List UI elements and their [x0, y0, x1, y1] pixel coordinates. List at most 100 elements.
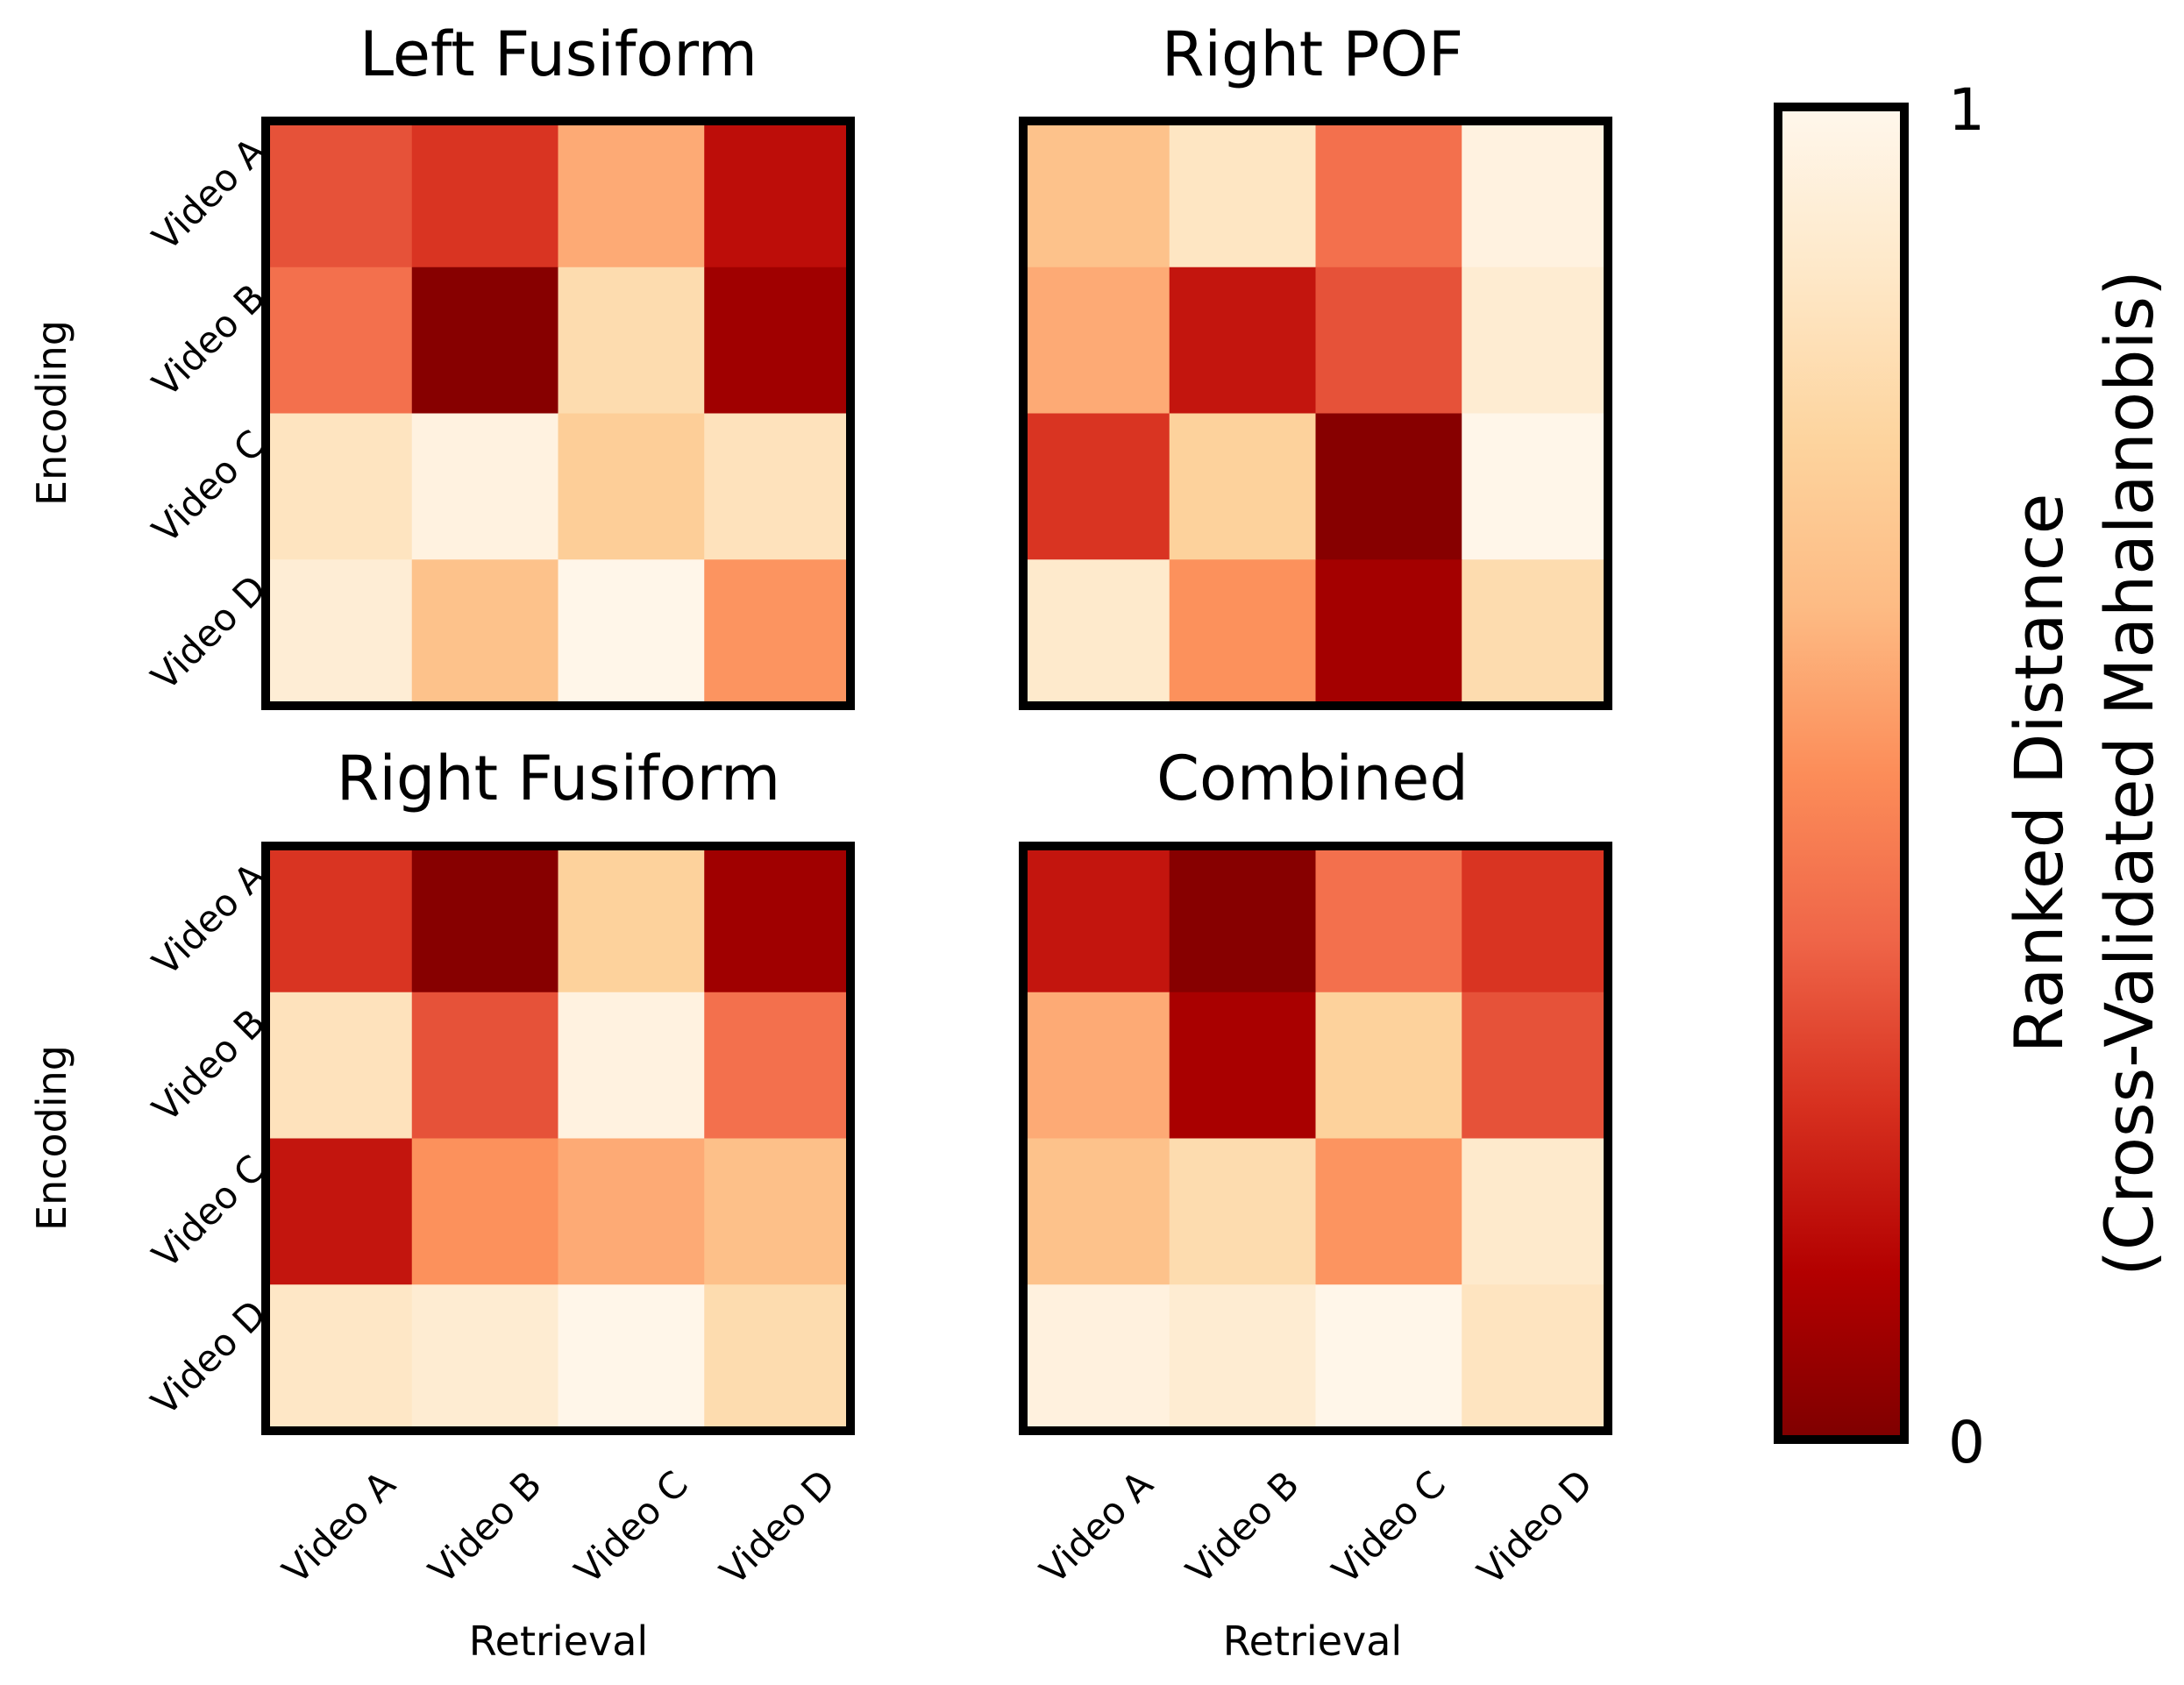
heatmap-cell [411, 267, 559, 415]
colorbar-label-line2: (Cross-Validated Mahalanobis) [2090, 270, 2168, 1276]
heatmap-cell [558, 267, 705, 415]
heatmap-cell [704, 1138, 851, 1285]
heatmap-cell [411, 413, 559, 560]
row-tick-label: Video D [143, 567, 274, 699]
x-axis-label: Retrieval [469, 1617, 648, 1665]
row-tick-label: Video B [144, 275, 274, 405]
colorbar-label-line1: Ranked Distance [2000, 494, 2078, 1054]
panel-frame [1019, 842, 1612, 1435]
heatmap-cells [266, 121, 851, 707]
heatmap-cell [1462, 559, 1609, 707]
heatmap-cell [411, 992, 559, 1140]
x-axis-label: Retrieval [1223, 1617, 1402, 1665]
heatmap-cell [1462, 267, 1609, 415]
heatmap-cell [558, 121, 705, 268]
row-tick-labels: Video A Video B Video C Video D [143, 130, 274, 699]
heatmap-cell [1462, 846, 1609, 993]
column-tick-label: Video A [1032, 1462, 1162, 1592]
heatmap-cell [1315, 413, 1462, 560]
heatmap-cells [1023, 121, 1609, 707]
heatmap-cell [558, 846, 705, 993]
heatmap-cell [704, 559, 851, 707]
heatmap-cell [266, 413, 413, 560]
row-tick-label: Video B [144, 1000, 274, 1130]
row-tick-label: Video C [144, 1147, 274, 1276]
heatmap-cell [704, 1284, 851, 1432]
heatmap-cell [1169, 846, 1317, 993]
heatmap-cell [411, 1284, 559, 1432]
row-tick-label: Video A [144, 130, 274, 260]
heatmap-cell [1023, 559, 1170, 707]
heatmap-cell [1023, 121, 1170, 268]
heatmap-cell [266, 992, 413, 1140]
column-tick-label: Video A [274, 1462, 404, 1592]
heatmap-panel-right-pof: Right POF [1019, 18, 1612, 710]
panel-title: Right Fusiform [337, 743, 781, 814]
heatmap-cell [1169, 559, 1317, 707]
row-tick-labels: Video A Video B Video C Video D [143, 855, 274, 1424]
panel-frame [1019, 117, 1612, 710]
heatmap-cell [411, 1138, 559, 1285]
heatmap-cell [1023, 992, 1170, 1140]
heatmap-cell [411, 559, 559, 707]
heatmap-cell [1023, 413, 1170, 560]
heatmap-cell [704, 267, 851, 415]
heatmap-cell [1462, 992, 1609, 1140]
heatmap-cell [266, 1284, 413, 1432]
heatmap-cell [1462, 121, 1609, 268]
heatmap-cell [1315, 267, 1462, 415]
heatmap-cell [1023, 1284, 1170, 1432]
column-tick-label: Video C [1324, 1462, 1454, 1592]
panel-title: Combined [1156, 743, 1469, 814]
heatmap-cell [704, 121, 851, 268]
heatmap-cell [1462, 1284, 1609, 1432]
heatmap-cell [266, 121, 413, 268]
heatmap-cell [266, 1138, 413, 1285]
heatmap-cell [704, 413, 851, 560]
heatmap-cell [266, 267, 413, 415]
panel-title: Right POF [1162, 18, 1463, 90]
heatmap-cell [558, 559, 705, 707]
colorbar-max-label: 1 [1948, 76, 1985, 144]
heatmap-cell [266, 559, 413, 707]
heatmap-cell [1169, 1284, 1317, 1432]
colorbar: 1 0 Ranked Distance (Cross-Validated Mah… [1774, 76, 2168, 1476]
heatmap-cell [1462, 1138, 1609, 1285]
column-tick-labels: Video A Video B Video C Video D [274, 1461, 843, 1593]
heatmap-cell [704, 846, 851, 993]
heatmap-cell [558, 1284, 705, 1432]
colorbar-min-label: 0 [1948, 1409, 1985, 1476]
heatmap-cell [1169, 121, 1317, 268]
heatmap-cell [1462, 413, 1609, 560]
heatmap-cell [704, 992, 851, 1140]
heatmap-cell [558, 1138, 705, 1285]
panel-frame [261, 117, 855, 710]
column-tick-label: Video C [566, 1462, 696, 1592]
heatmap-cell [558, 413, 705, 560]
heatmap-cell [1315, 992, 1462, 1140]
heatmap-cell [266, 846, 413, 993]
heatmap-cell [558, 992, 705, 1140]
heatmap-cell [1169, 267, 1317, 415]
row-tick-label: Video C [144, 422, 274, 551]
heatmap-cell [1023, 1138, 1170, 1285]
heatmap-cell [1023, 846, 1170, 993]
y-axis-label: Encoding [28, 1045, 75, 1231]
heatmap-cell [411, 121, 559, 268]
column-tick-label: Video D [712, 1461, 843, 1593]
colorbar-gradient [1774, 103, 1909, 1444]
column-tick-labels: Video A Video B Video C Video D [1032, 1461, 1601, 1593]
heatmap-cell [1023, 267, 1170, 415]
row-tick-label: Video A [144, 855, 274, 985]
heatmap-cells [266, 846, 851, 1432]
column-tick-label: Video D [1469, 1461, 1601, 1593]
heatmap-cell [1169, 413, 1317, 560]
panel-frame [261, 842, 855, 1435]
heatmap-cell [1169, 992, 1317, 1140]
heatmap-cell [1315, 559, 1462, 707]
heatmap-cell [411, 846, 559, 993]
heatmap-cell [1169, 1138, 1317, 1285]
